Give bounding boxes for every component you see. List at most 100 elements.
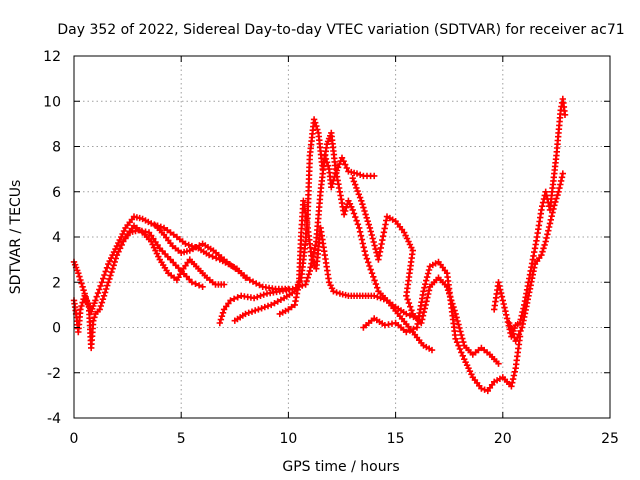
data-point xyxy=(555,188,562,195)
data-point xyxy=(234,294,241,301)
data-point xyxy=(423,277,430,284)
series-line xyxy=(351,177,500,365)
data-point xyxy=(509,375,517,383)
series-trace-d xyxy=(152,222,292,293)
data-point xyxy=(79,283,86,290)
data-point xyxy=(551,202,558,209)
data-point xyxy=(511,368,518,375)
data-point xyxy=(425,287,433,294)
data-point xyxy=(330,288,337,295)
data-point xyxy=(342,207,349,215)
data-point xyxy=(104,282,111,289)
data-point xyxy=(109,265,116,272)
data-point xyxy=(353,217,360,224)
data-point xyxy=(428,346,436,354)
data-point xyxy=(419,312,427,319)
data-point xyxy=(219,309,227,316)
data-point xyxy=(539,248,546,255)
data-point xyxy=(423,273,431,281)
data-point xyxy=(245,309,252,316)
data-point xyxy=(314,126,321,133)
data-point xyxy=(157,223,164,230)
data-point xyxy=(305,271,312,278)
data-point xyxy=(509,330,517,337)
data-point xyxy=(512,337,519,345)
data-point xyxy=(216,319,223,327)
data-point xyxy=(78,280,85,287)
data-point xyxy=(306,267,313,275)
data-point xyxy=(497,286,504,293)
data-point xyxy=(338,154,346,161)
y-tick-label: 10 xyxy=(43,94,61,110)
y-tick-label: 8 xyxy=(52,140,61,156)
data-point xyxy=(106,275,113,283)
data-point xyxy=(403,328,410,336)
data-point xyxy=(100,275,107,282)
data-point xyxy=(452,335,459,342)
data-point xyxy=(230,295,238,302)
data-point xyxy=(356,228,364,235)
data-point xyxy=(358,197,365,204)
data-point xyxy=(369,235,376,242)
data-point xyxy=(92,297,99,304)
data-point xyxy=(328,184,335,191)
data-point xyxy=(459,335,466,342)
data-point xyxy=(354,187,361,195)
data-point xyxy=(365,259,372,266)
data-point xyxy=(359,201,366,208)
data-point xyxy=(96,306,103,313)
data-point xyxy=(510,372,518,379)
data-point xyxy=(460,338,467,346)
data-point xyxy=(421,305,428,312)
data-point xyxy=(502,308,509,315)
data-point xyxy=(368,270,376,277)
y-tick-label: -2 xyxy=(47,366,61,382)
data-point xyxy=(82,293,89,301)
data-point xyxy=(90,317,97,324)
data-point xyxy=(503,311,510,318)
data-point xyxy=(148,220,155,227)
data-point xyxy=(366,224,374,232)
data-point xyxy=(371,277,378,284)
data-point xyxy=(349,206,356,214)
data-point xyxy=(410,325,417,333)
data-point xyxy=(254,293,261,301)
data-point xyxy=(421,284,428,291)
data-point xyxy=(100,292,108,299)
series-trace-k xyxy=(506,170,566,345)
data-point xyxy=(366,262,373,270)
data-point xyxy=(374,284,381,291)
data-point xyxy=(553,195,560,202)
data-point xyxy=(313,122,320,130)
data-point xyxy=(458,331,465,339)
data-point xyxy=(350,178,358,185)
data-point xyxy=(108,268,115,276)
data-point xyxy=(356,194,364,201)
data-point xyxy=(539,203,546,210)
data-point xyxy=(508,383,515,390)
data-point xyxy=(340,158,347,165)
data-point xyxy=(367,228,374,235)
data-point xyxy=(340,211,348,218)
data-point xyxy=(375,256,382,263)
data-point xyxy=(549,209,556,216)
data-point xyxy=(355,191,362,198)
data-point xyxy=(405,299,413,307)
data-point xyxy=(264,302,272,310)
data-point xyxy=(363,255,371,262)
data-point xyxy=(353,184,360,192)
data-point xyxy=(250,294,258,302)
data-point xyxy=(455,342,462,349)
chart-title: Day 352 of 2022, Sidereal Day-to-day VTE… xyxy=(57,22,624,38)
data-point xyxy=(242,310,249,318)
data-point xyxy=(349,175,356,182)
data-point xyxy=(498,293,506,300)
y-tick-label: -4 xyxy=(47,411,61,427)
data-point xyxy=(496,282,503,290)
x-tick-label: 5 xyxy=(177,431,186,447)
data-point xyxy=(408,307,415,314)
data-point xyxy=(304,274,311,281)
data-point xyxy=(454,317,461,325)
data-point xyxy=(515,331,523,338)
y-tick-label: 6 xyxy=(52,185,61,201)
